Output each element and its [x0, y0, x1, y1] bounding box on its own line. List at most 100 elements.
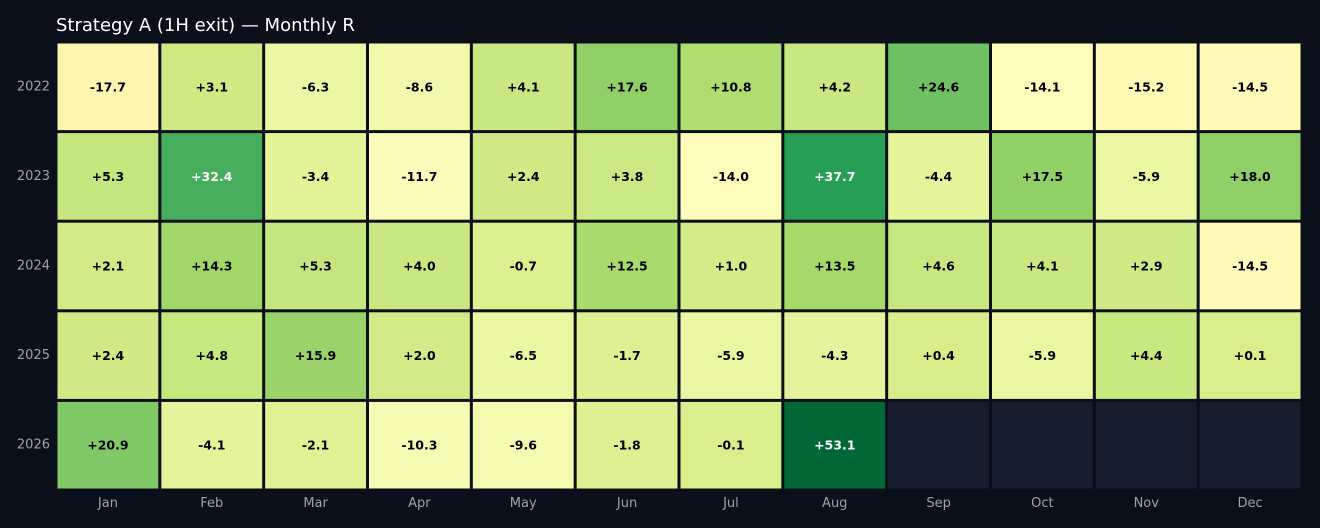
cell-value-label-2022-nov: -15.2	[1128, 79, 1164, 94]
heatmap-cell-2022-jul	[680, 43, 782, 131]
y-axis-tick-labels: 2022 2023 2024 2025 2026	[17, 79, 50, 452]
heatmap-cell-2023-feb	[161, 133, 263, 220]
x-tick-label-apr: Apr	[408, 496, 431, 511]
cell-value-label-2026-apr: -10.3	[401, 438, 437, 453]
chart-title: Strategy A (1H exit) — Monthly R	[56, 15, 355, 36]
heatmap-cell-2022-dec	[1199, 43, 1301, 131]
heatmap-cell-2026-jul	[680, 401, 782, 489]
heatmap-cell-2025-aug	[784, 312, 886, 399]
heatmap-cell-2022-nov	[1095, 43, 1197, 131]
cell-value-label-2024-oct: +4.1	[1026, 259, 1059, 274]
heatmap-cell-2023-jul	[680, 133, 782, 220]
heatmap-cell-2023-jan	[57, 133, 159, 220]
y-tick-label-2022: 2022	[17, 79, 50, 94]
heatmap-cell-2024-oct	[992, 222, 1093, 310]
cell-value-label-2022-oct: -14.1	[1024, 79, 1060, 94]
cell-value-label-2022-jun: +17.6	[606, 79, 648, 94]
heatmap-cell-2024-dec	[1199, 222, 1301, 310]
cell-value-label-2026-feb: -4.1	[198, 438, 225, 453]
heatmap-cell-2022-may	[472, 43, 574, 131]
heatmap-cell-2024-sep	[888, 222, 989, 310]
heatmap-cell-2025-feb	[161, 312, 263, 399]
cell-value-label-2026-may: -9.6	[510, 438, 538, 453]
heatmap-cell-2023-oct	[992, 133, 1093, 220]
heatmap-cell-2026-apr	[369, 401, 470, 489]
cell-value-label-2024-feb: +14.3	[191, 259, 232, 274]
heatmap-cell-2022-jun	[576, 43, 678, 131]
y-tick-label-2023: 2023	[17, 169, 50, 184]
cell-value-label-2024-jul: +1.0	[715, 259, 748, 274]
cell-value-label-2026-jul: -0.1	[717, 438, 744, 453]
heatmap-cell-2025-jan	[57, 312, 159, 399]
heatmap-cell-2022-sep	[888, 43, 989, 131]
cell-value-label-2025-aug: -4.3	[821, 348, 848, 363]
heatmap-cell-2024-aug	[784, 222, 886, 310]
cell-value-label-2023-jan: +5.3	[92, 169, 125, 184]
cell-value-label-2022-jan: -17.7	[90, 79, 126, 94]
heatmap-cell-2024-jun	[576, 222, 678, 310]
heatmap-cell-2026-may	[472, 401, 574, 489]
heatmap-cell-2023-nov	[1095, 133, 1197, 220]
cell-value-label-2022-dec: -14.5	[1232, 79, 1268, 94]
heatmap-cell-2026-feb	[161, 401, 263, 489]
heatmap-cell-2025-sep	[888, 312, 989, 399]
x-tick-label-dec: Dec	[1238, 496, 1263, 511]
cell-value-label-2022-feb: +3.1	[195, 79, 228, 94]
heatmap-cell-2025-mar	[265, 312, 366, 399]
x-tick-label-sep: Sep	[926, 496, 951, 511]
x-tick-label-aug: Aug	[822, 496, 847, 511]
heatmap-cell-2025-may	[472, 312, 574, 399]
cell-value-label-2023-nov: -5.9	[1133, 169, 1160, 184]
heatmap-cell-2026-jan	[57, 401, 159, 489]
heatmap-cell-2024-may	[472, 222, 574, 310]
cell-value-label-2024-apr: +4.0	[403, 259, 436, 274]
heatmap-cell-2022-apr	[369, 43, 470, 131]
heatmap-cell-2022-feb	[161, 43, 263, 131]
heatmap-cell-2022-aug	[784, 43, 886, 131]
cell-value-label-2024-mar: +5.3	[299, 259, 332, 274]
heatmap-cell-2026-jun	[576, 401, 678, 489]
heatmap-cell-2024-feb	[161, 222, 263, 310]
heatmap-cell-2024-mar	[265, 222, 366, 310]
cell-value-label-2026-jun: -1.8	[613, 438, 640, 453]
y-tick-label-2026: 2026	[17, 438, 50, 453]
heatmap-cell-2023-aug	[784, 133, 886, 220]
heatmap-cell-2024-nov	[1095, 222, 1197, 310]
heatmap-cell-2024-jan	[57, 222, 159, 310]
cell-value-label-2026-jan: +20.9	[87, 438, 128, 453]
heatmap-cell-2024-jul	[680, 222, 782, 310]
heatmap-cell-2022-oct	[992, 43, 1093, 131]
cell-value-label-2022-mar: -6.3	[302, 79, 329, 94]
heatmap-cell-2023-sep	[888, 133, 989, 220]
cell-value-label-2023-mar: -3.4	[302, 169, 330, 184]
heatmap-cell-2024-apr	[369, 222, 470, 310]
heatmap-cell-2025-jun	[576, 312, 678, 399]
cell-value-label-2023-dec: +18.0	[1229, 169, 1271, 184]
cell-value-label-2023-oct: +17.5	[1022, 169, 1063, 184]
cell-value-label-2025-sep: +0.4	[922, 348, 955, 363]
heatmap-cell-2025-dec	[1199, 312, 1301, 399]
cell-value-label-2022-aug: +4.2	[818, 79, 851, 94]
heatmap-cell-2022-mar	[265, 43, 366, 131]
heatmap-cell-empty-2026-dec	[1199, 401, 1301, 489]
cell-value-label-2025-apr: +2.0	[403, 348, 436, 363]
x-tick-label-jun: Jun	[616, 496, 637, 511]
cell-value-label-2024-dec: -14.5	[1232, 259, 1268, 274]
cell-value-label-2023-may: +2.4	[507, 169, 540, 184]
cell-value-label-2022-jul: +10.8	[710, 79, 751, 94]
x-tick-label-nov: Nov	[1134, 496, 1160, 511]
heatmap-cell-2023-may	[472, 133, 574, 220]
x-tick-label-mar: Mar	[303, 496, 328, 511]
y-tick-label-2024: 2024	[17, 259, 50, 274]
cell-value-label-2025-jul: -5.9	[717, 348, 744, 363]
heatmap-cells: -17.7 +3.1 -6.3 -8.6 +4.1 +17.6 +10.8 +4.2 +24.6…	[57, 43, 1301, 489]
cell-value-label-2023-jun: +3.8	[611, 169, 644, 184]
heatmap-cell-2025-oct	[992, 312, 1093, 399]
heatmap-cell-2025-jul	[680, 312, 782, 399]
cell-value-label-2023-sep: -4.4	[925, 169, 953, 184]
cell-value-label-2025-feb: +4.8	[195, 348, 228, 363]
x-tick-label-may: May	[510, 496, 537, 511]
heatmap-cell-2023-dec	[1199, 133, 1301, 220]
heatmap-cell-2023-mar	[265, 133, 366, 220]
